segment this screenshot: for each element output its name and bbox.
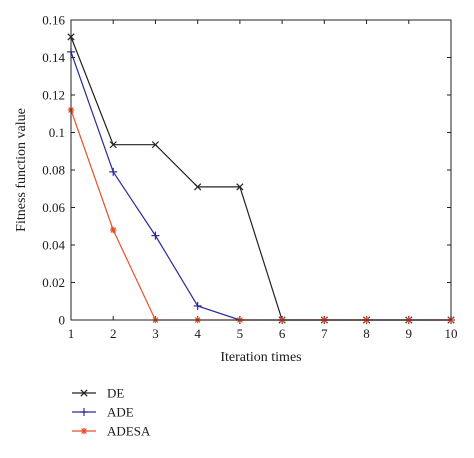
y-tick-label: 0: [59, 313, 66, 328]
x-axis-label: Iteration times: [220, 350, 301, 365]
legend-label: DE: [107, 386, 124, 401]
data-point-de: [194, 183, 202, 191]
series-line-ade: [70, 51, 451, 321]
legend-marker: [80, 408, 88, 416]
data-point-de: [151, 141, 160, 149]
y-tick-label: 0.14: [42, 50, 65, 65]
data-point-adesa: [110, 226, 117, 234]
x-tick-label: 6: [279, 326, 286, 341]
axis-ticks: 1 2 3 4 5 6 7 8 9 10 0 0.02 0.04 0.06 0.08 0.1 0.12 0.14 0…: [42, 13, 457, 342]
legend-label: ADE: [107, 405, 134, 420]
series-line-de: [70, 36, 451, 321]
x-tick-label: 5: [237, 326, 244, 341]
legend: DE ADE ADESA: [72, 386, 151, 439]
x-tick-label: 10: [445, 326, 458, 341]
legend-label: ADESA: [107, 424, 151, 439]
y-tick-label: 0.16: [42, 13, 65, 28]
data-point-ade: [193, 301, 202, 310]
data-point-ade: [109, 167, 118, 176]
data-point-ade: [151, 231, 160, 240]
x-tick-label: 9: [406, 326, 413, 341]
x-tick-label: 1: [68, 326, 75, 341]
x-tick-label: 2: [110, 326, 117, 341]
x-tick-label: 7: [321, 326, 328, 341]
plot-frame: [70, 19, 452, 321]
legend-item-de: DE: [72, 386, 124, 401]
legend-marker: [80, 389, 88, 397]
series-layer: [67, 33, 455, 324]
legend-marker: [80, 427, 88, 435]
y-tick-label: 0.02: [42, 275, 65, 290]
legend-item-adesa: ADESA: [72, 424, 151, 439]
data-point-de: [236, 183, 244, 191]
y-tick-label: 0.12: [42, 88, 65, 103]
series-line-adesa: [70, 109, 451, 321]
y-axis-label: Fitness function value: [14, 108, 29, 232]
y-tick-label: 0.1: [49, 125, 65, 140]
y-tick-label: 0.08: [42, 163, 65, 178]
y-tick-label: 0.06: [42, 200, 65, 215]
y-tick-label: 0.04: [42, 238, 65, 253]
x-tick-label: 4: [194, 326, 201, 341]
x-tick-label: 3: [152, 326, 159, 341]
x-tick-label: 8: [363, 326, 370, 341]
data-point-de: [109, 141, 117, 149]
legend-item-ade: ADE: [72, 405, 134, 420]
